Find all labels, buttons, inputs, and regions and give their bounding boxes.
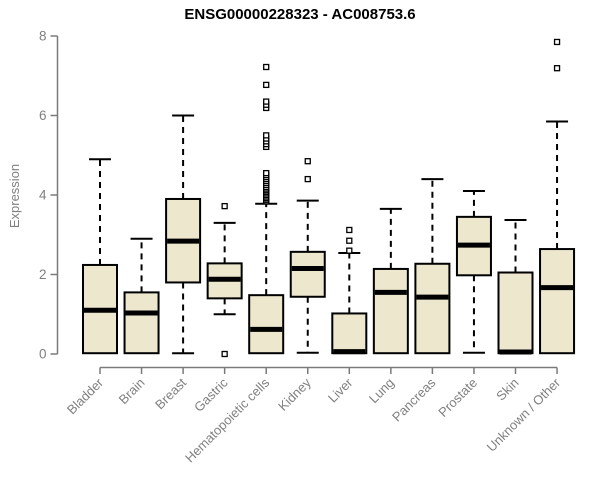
box-liver <box>331 312 368 355</box>
outlier-point-gastric <box>221 350 228 358</box>
box-lung <box>372 267 409 355</box>
x-category-label: Brain <box>116 375 148 407</box>
outlier-point-hematopoietic-cells <box>263 63 270 71</box>
box-hematopoietic-cells <box>248 294 285 355</box>
box-pancreas <box>414 262 451 355</box>
outlier-point-hematopoietic-cells <box>263 98 270 105</box>
box-skin <box>497 271 534 355</box>
y-tick-label: 2 <box>39 267 47 282</box>
x-category-label: Breast <box>152 375 189 412</box>
y-axis-title: Expression <box>7 163 22 229</box>
outlier-point-unknown-other <box>553 65 561 72</box>
chart-title: ENSG00000228323 - AC008753.6 <box>184 6 416 23</box>
x-category-label: Prostate <box>435 375 480 420</box>
box-brain <box>123 291 160 355</box>
x-category-label: Gastric <box>191 375 231 415</box>
outlier-point-hematopoietic-cells <box>263 132 270 139</box>
x-category-label: Lung <box>366 375 397 406</box>
outlier-point-liver <box>346 226 353 234</box>
y-tick-label: 0 <box>39 347 47 362</box>
outlier-point-kidney <box>304 175 311 183</box>
outlier-point-liver <box>346 247 353 254</box>
outlier-point-gastric <box>221 202 228 210</box>
outlier-point-hematopoietic-cells <box>263 81 270 89</box>
outlier-point-kidney <box>304 158 311 165</box>
outlier-point-unknown-other <box>553 38 561 46</box>
y-tick-label: 8 <box>39 29 47 44</box>
y-tick-label: 6 <box>39 108 47 123</box>
x-category-label: Pancreas <box>389 375 439 425</box>
outlier-point-liver <box>346 237 353 244</box>
box-unknown-other <box>539 248 576 355</box>
box-kidney <box>289 250 326 298</box>
x-category-label: Unknown / Other <box>484 375 564 455</box>
x-category-label: Skin <box>493 375 521 403</box>
outlier-point-hematopoietic-cells <box>263 169 270 177</box>
x-category-label: Kidney <box>275 375 314 414</box>
y-tick-label: 4 <box>39 188 47 203</box>
x-category-label: Liver <box>325 375 356 406</box>
x-category-label: Bladder <box>64 375 107 418</box>
